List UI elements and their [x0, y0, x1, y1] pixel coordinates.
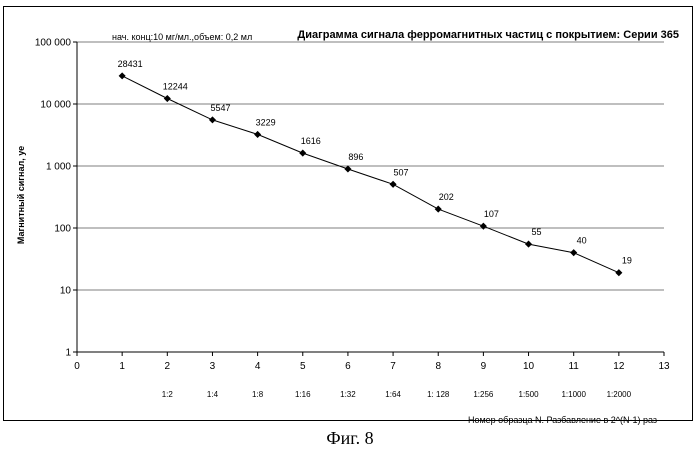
data-label-1: 12244 — [163, 82, 188, 92]
x-axis-label: Номер образца N. Разбавление в 2^(N-1) р… — [467, 415, 657, 425]
dilution-label-3: 1:16 — [295, 390, 311, 399]
data-label-2: 5547 — [210, 103, 230, 113]
data-point-11 — [615, 269, 623, 277]
data-label-4: 1616 — [301, 136, 321, 146]
series-line — [121, 75, 620, 274]
data-point-3 — [254, 130, 262, 138]
data-label-7: 202 — [439, 192, 454, 202]
x-tick-label-9: 9 — [481, 361, 487, 372]
dilution-label-10: 1:2000 — [607, 390, 632, 399]
y-tick-label-2: 100 — [54, 224, 71, 235]
dilution-label-4: 1:32 — [340, 390, 356, 399]
data-point-7 — [434, 205, 442, 213]
dilution-label-2: 1:8 — [252, 390, 264, 399]
dilution-label-1: 1:4 — [207, 390, 219, 399]
dilution-label-7: 1:256 — [473, 390, 494, 399]
x-tick-label-1: 1 — [119, 361, 125, 372]
dilution-label-6: 1: 128 — [427, 390, 450, 399]
data-point-8 — [479, 222, 487, 230]
x-tick-label-5: 5 — [300, 361, 306, 372]
data-point-9 — [525, 240, 533, 248]
y-tick-label-0: 1 — [65, 348, 71, 359]
x-tick-label-2: 2 — [165, 361, 171, 372]
data-point-6 — [389, 180, 397, 188]
x-tick-label-4: 4 — [255, 361, 261, 372]
data-label-9: 55 — [532, 227, 542, 237]
x-tick-label-8: 8 — [435, 361, 441, 372]
data-point-5 — [344, 165, 352, 173]
x-tick-label-10: 10 — [523, 361, 535, 372]
data-label-11: 19 — [622, 256, 632, 266]
x-tick-label-12: 12 — [613, 361, 625, 372]
data-point-4 — [299, 149, 307, 157]
data-label-10: 40 — [577, 236, 587, 246]
y-tick-label-4: 10 000 — [40, 100, 71, 111]
data-point-1 — [163, 95, 171, 103]
y-tick-label-1: 10 — [60, 286, 72, 297]
data-label-6: 507 — [394, 167, 409, 177]
dilution-label-8: 1:500 — [519, 390, 540, 399]
data-label-3: 3229 — [256, 117, 276, 127]
dilution-label-9: 1:1000 — [561, 390, 586, 399]
dilution-label-5: 1:64 — [385, 390, 401, 399]
y-tick-label-3: 1 000 — [46, 162, 71, 173]
y-tick-label-5: 100 000 — [35, 38, 72, 49]
x-tick-label-6: 6 — [345, 361, 351, 372]
data-label-5: 896 — [348, 152, 363, 162]
data-point-10 — [570, 249, 578, 257]
x-tick-label-13: 13 — [658, 361, 670, 372]
x-tick-label-11: 11 — [568, 361, 579, 372]
x-tick-label-0: 0 — [74, 361, 80, 372]
concentration-note: нач. конц:10 мг/мл.,объем: 0,2 мл — [112, 32, 253, 42]
data-label-8: 107 — [484, 209, 499, 219]
x-tick-label-3: 3 — [210, 361, 216, 372]
data-label-0: 28431 — [118, 59, 143, 69]
chart-title: Диаграмма сигнала ферромагнитных частиц … — [297, 29, 679, 41]
data-point-0 — [118, 72, 126, 80]
chart-frame: 1 10 100 1 000 10 000 100 000 0 1 2 3 4 5 6 7 8 9 10 11 12… — [3, 6, 693, 425]
data-point-2 — [208, 116, 216, 124]
figure-caption: Фиг. 8 — [326, 428, 374, 448]
dilution-label-0: 1:2 — [162, 390, 174, 399]
y-axis-label: Магнитный сигнал, уе — [16, 145, 26, 245]
x-tick-label-7: 7 — [390, 361, 396, 372]
